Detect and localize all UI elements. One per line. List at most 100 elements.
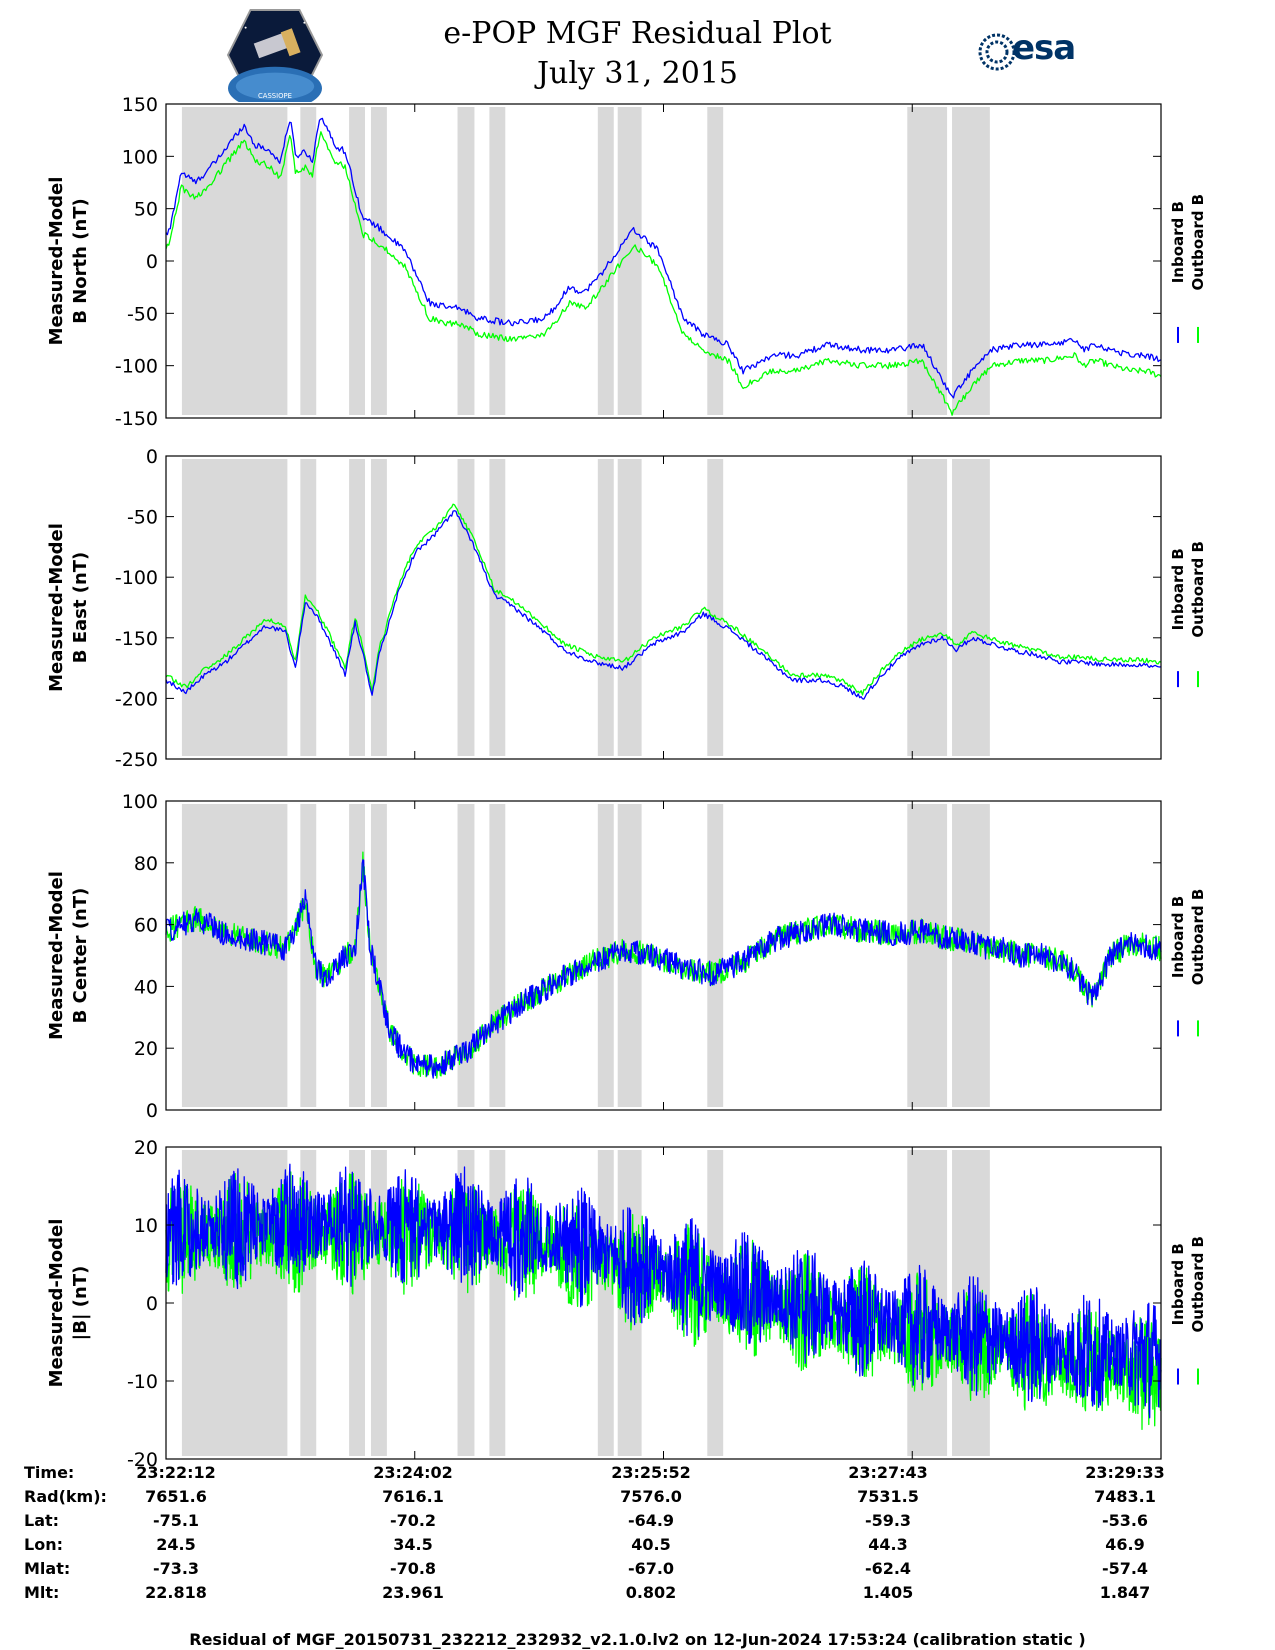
panel-3: 100 80 60 40 20 0 Measured-Model B Center (nT) I… — [46, 791, 1207, 1122]
shaded-interval — [707, 459, 724, 756]
shaded-interval — [300, 804, 317, 1107]
label-lon: Lon: — [24, 1535, 63, 1554]
shaded-interval — [617, 107, 642, 415]
shaded-interval — [707, 107, 724, 415]
y-axis-label-line-1: Measured-Model — [46, 1219, 67, 1388]
tick-4-lon: 46.9 — [1105, 1535, 1145, 1554]
y-tick-label: 40 — [134, 976, 158, 998]
shaded-interval — [457, 107, 475, 415]
shaded-interval — [489, 804, 506, 1107]
series-line-inboard — [165, 859, 1162, 1079]
tick-2-lon: 40.5 — [631, 1535, 671, 1554]
y-axis-label-line-1: Measured-Model — [46, 523, 67, 692]
tick-1-lat: -70.2 — [389, 1511, 437, 1530]
tick-3-lon: 44.3 — [868, 1535, 908, 1554]
title-line-2: July 31, 2015 — [536, 56, 739, 91]
tick-4-mlat: -57.4 — [1101, 1559, 1149, 1578]
tick-3-mlt: 1.405 — [862, 1583, 914, 1602]
y-tick-label: 80 — [134, 853, 158, 875]
y-tick-label: -50 — [127, 507, 158, 529]
y-axis-label-line-1: Measured-Model — [46, 177, 67, 346]
y-tick-label: 10 — [134, 1215, 158, 1237]
y-tick-label: -20 — [127, 1449, 158, 1471]
tick-2-mlat: -67.0 — [627, 1559, 675, 1578]
shaded-interval — [907, 107, 948, 415]
y-axis-label-line-2: B Center (nT) — [70, 888, 91, 1024]
shaded-interval — [489, 107, 506, 415]
tick-1-lon: 34.5 — [393, 1535, 433, 1554]
tick-4-mlt: 1.847 — [1099, 1583, 1151, 1602]
tick-3-time: 23:27:43 — [848, 1463, 928, 1482]
tick-1-mlt: 23.961 — [382, 1583, 444, 1602]
y-tick-label: 0 — [146, 251, 158, 273]
shaded-interval — [370, 107, 387, 415]
plot-title: e-POP MGF Residual Plot July 31, 2015 — [0, 14, 1275, 94]
y-tick-label: -250 — [115, 749, 158, 771]
legend-outboard-label: Outboard B — [1189, 541, 1207, 638]
tick-0-lat: -75.1 — [152, 1511, 200, 1530]
shaded-interval — [907, 804, 948, 1107]
y-tick-label: -100 — [115, 567, 158, 589]
label-mlt: Mlt: — [24, 1583, 60, 1602]
tick-0-rad: 7651.6 — [145, 1487, 207, 1506]
y-tick-label: -200 — [115, 688, 158, 710]
shaded-interval — [349, 107, 365, 415]
tick-2-lat: -64.9 — [627, 1511, 675, 1530]
y-tick-label: 150 — [122, 94, 158, 116]
y-tick-label: -150 — [115, 408, 158, 430]
y-tick-label: -100 — [115, 356, 158, 378]
y-axis-label-line-2: B North (nT) — [70, 198, 91, 324]
shaded-interval — [907, 459, 948, 756]
series-line-inboard — [165, 510, 1162, 700]
label-time: Time: — [24, 1463, 75, 1482]
series-line-inboard — [165, 1163, 1162, 1419]
y-tick-label: 60 — [134, 915, 158, 937]
shaded-interval — [952, 107, 990, 415]
tick-0-time: 23:22:12 — [136, 1463, 216, 1482]
tick-0-lon: 24.5 — [156, 1535, 196, 1554]
esa-logo-text: esa — [1012, 28, 1076, 68]
shaded-interval — [349, 459, 365, 756]
y-tick-label: 0 — [146, 1293, 158, 1315]
panel-1: 150 100 50 0 -50 -100 -150 Measured-Model B Nort… — [46, 94, 1207, 430]
shaded-interval — [181, 459, 288, 756]
y-tick-label: -10 — [127, 1371, 158, 1393]
y-axis-label-line-1: Measured-Model — [46, 871, 67, 1040]
shaded-interval — [597, 1150, 614, 1456]
label-lat: Lat: — [24, 1511, 60, 1530]
label-rad: Rad(km): — [24, 1487, 107, 1506]
shaded-interval — [457, 804, 475, 1107]
y-tick-label: 100 — [122, 146, 158, 168]
tick-2-time: 23:25:52 — [611, 1463, 691, 1482]
tick-1-mlat: -70.8 — [389, 1559, 437, 1578]
shaded-interval — [489, 459, 506, 756]
shaded-interval — [300, 107, 317, 415]
cassiope-label: CASSIOPE — [258, 92, 292, 100]
cassiope-logo-icon: CASSIOPE — [226, 8, 324, 102]
y-tick-label: 0 — [146, 1100, 158, 1122]
shaded-interval — [952, 459, 990, 756]
legend-outboard-label: Outboard B — [1189, 889, 1207, 986]
tick-3-mlat: -62.4 — [864, 1559, 912, 1578]
series-line-outboard — [165, 131, 1162, 416]
label-mlat: Mlat: — [24, 1559, 71, 1578]
shaded-interval — [489, 1150, 506, 1456]
shaded-interval — [370, 459, 387, 756]
y-tick-label: 20 — [134, 1137, 158, 1159]
tick-0-mlt: 22.818 — [145, 1583, 207, 1602]
tick-1-rad: 7616.1 — [382, 1487, 444, 1506]
panel-2: 0 -50 -100 -150 -200 -250 Measured-Model B East… — [46, 446, 1207, 771]
shaded-interval — [952, 804, 990, 1107]
legend-outboard-label: Outboard B — [1189, 194, 1207, 291]
tick-1-time: 23:24:02 — [373, 1463, 453, 1482]
legend-outboard-label: Outboard B — [1189, 1236, 1207, 1333]
legend-inboard-label: Inboard B — [1169, 548, 1187, 630]
y-tick-label: 0 — [146, 446, 158, 468]
legend-inboard-label: Inboard B — [1169, 201, 1187, 283]
footer-caption: Residual of MGF_20150731_232212_232932_v… — [189, 1630, 1086, 1649]
y-axis-label-line-2: B East (nT) — [70, 552, 91, 664]
tick-2-rad: 7576.0 — [620, 1487, 682, 1506]
shaded-interval — [370, 1150, 387, 1456]
shaded-interval — [181, 804, 288, 1107]
